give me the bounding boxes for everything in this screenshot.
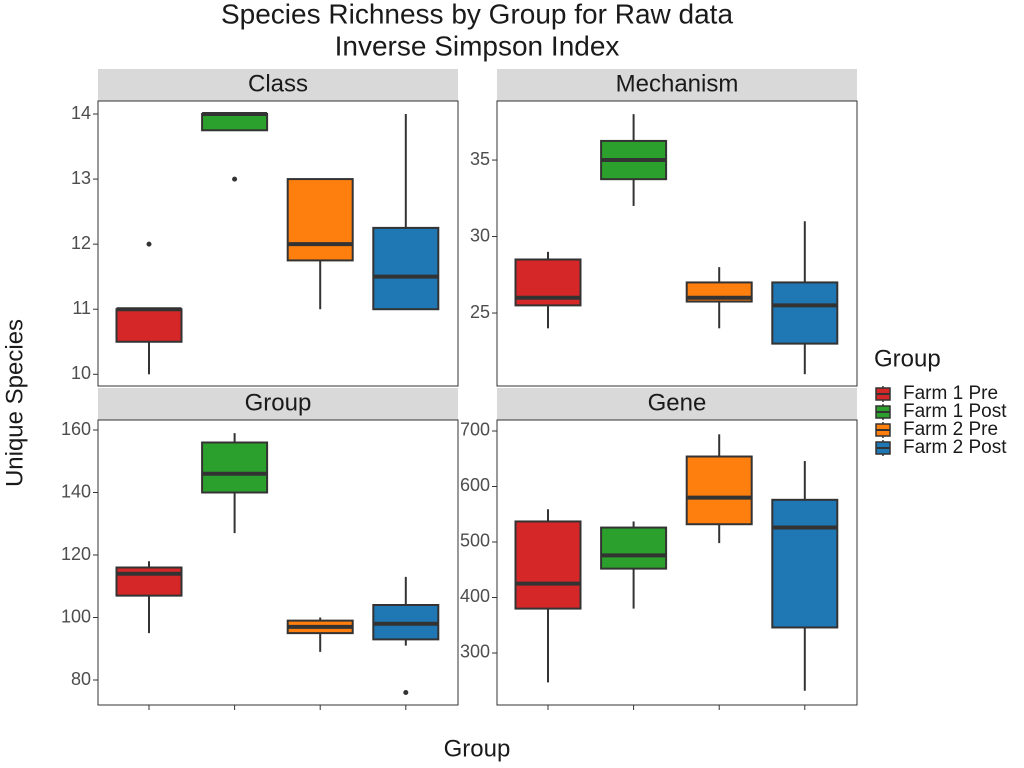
y-tick-label: 12 (71, 233, 91, 253)
y-tick-label: 400 (460, 586, 490, 606)
legend-title: Group (874, 345, 941, 372)
box (372, 226, 440, 311)
strip (98, 388, 458, 420)
chart-subtitle: Inverse Simpson Index (335, 30, 620, 61)
outlier (232, 176, 238, 182)
strip-label: Group (245, 389, 312, 416)
y-tick-label: 35 (470, 149, 490, 169)
y-tick-label: 10 (71, 363, 91, 383)
strip-label: Class (248, 70, 308, 97)
legend-label: Farm 1 Post (903, 401, 1007, 422)
box (771, 281, 839, 345)
panel-border (97, 419, 459, 706)
box (514, 520, 582, 610)
y-tick-label: 500 (460, 531, 490, 551)
y-tick-label: 160 (61, 419, 91, 439)
box (201, 113, 269, 132)
strip-label: Gene (648, 389, 707, 416)
outlier (146, 241, 152, 247)
x-axis-label: Group (444, 735, 511, 762)
y-tick-label: 600 (460, 475, 490, 495)
strip (497, 69, 857, 101)
box (286, 178, 354, 262)
box (201, 441, 269, 494)
strip-label: Mechanism (616, 70, 739, 97)
y-tick-label: 140 (61, 481, 91, 501)
strip (98, 69, 458, 101)
legend-label: Farm 1 Pre (903, 383, 998, 404)
panel-border (97, 100, 459, 387)
box (115, 308, 183, 343)
outlier (403, 690, 409, 695)
box (771, 498, 839, 629)
y-tick-label: 11 (72, 298, 91, 318)
legend-label: Farm 2 Post (903, 437, 1007, 458)
legend-label: Farm 2 Pre (903, 419, 998, 440)
y-tick-label: 13 (71, 168, 91, 188)
y-tick-label: 100 (61, 606, 91, 626)
panel-border (496, 100, 858, 387)
y-axis-label: Unique Species (1, 319, 28, 487)
y-tick-label: 14 (71, 103, 91, 123)
y-tick-label: 120 (61, 544, 91, 564)
strip (497, 388, 857, 420)
box (115, 566, 183, 597)
y-tick-label: 300 (460, 642, 490, 662)
y-tick-label: 700 (460, 420, 490, 440)
panel-border (496, 419, 858, 706)
y-tick-label: 25 (470, 302, 490, 322)
y-tick-label: 30 (470, 225, 490, 245)
box (685, 455, 753, 526)
box (600, 526, 668, 570)
chart-title: Species Richness by Group for Raw data (221, 0, 733, 29)
y-tick-label: 80 (71, 669, 91, 689)
